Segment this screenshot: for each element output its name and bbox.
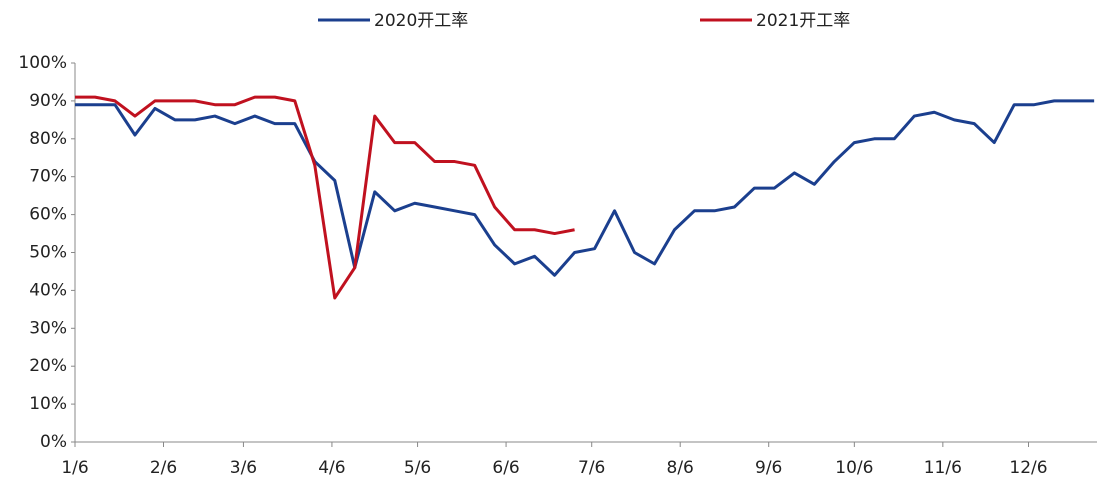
legend-label: 2021开工率 bbox=[756, 11, 850, 31]
x-tick-label: 2/6 bbox=[150, 458, 177, 478]
y-tick-label: 50% bbox=[29, 243, 67, 263]
y-tick-label: 0% bbox=[40, 432, 67, 452]
y-tick-label: 20% bbox=[29, 356, 67, 376]
x-tick-label: 10/6 bbox=[835, 458, 873, 478]
x-tick-label: 12/6 bbox=[1009, 458, 1047, 478]
line-series bbox=[75, 99, 1095, 277]
y-tick-label: 30% bbox=[29, 318, 67, 338]
y-tick-label: 80% bbox=[29, 129, 67, 149]
x-tick-label: 8/6 bbox=[667, 458, 694, 478]
x-tick-label: 4/6 bbox=[318, 458, 345, 478]
y-tick-label: 90% bbox=[29, 91, 67, 111]
y-tick-label: 40% bbox=[29, 280, 67, 300]
y-tick-label: 10% bbox=[29, 394, 67, 414]
line-series bbox=[75, 95, 575, 300]
x-tick-label: 7/6 bbox=[578, 458, 605, 478]
y-tick-label: 70% bbox=[29, 167, 67, 187]
legend-label: 2020开工率 bbox=[374, 11, 468, 31]
y-tick-label: 100% bbox=[18, 53, 67, 73]
x-tick-label: 1/6 bbox=[61, 458, 88, 478]
x-tick-label: 11/6 bbox=[924, 458, 962, 478]
y-tick-label: 60% bbox=[29, 205, 67, 225]
x-tick-label: 6/6 bbox=[492, 458, 519, 478]
x-tick-label: 9/6 bbox=[755, 458, 782, 478]
x-tick-label: 3/6 bbox=[230, 458, 257, 478]
x-tick-label: 5/6 bbox=[404, 458, 431, 478]
